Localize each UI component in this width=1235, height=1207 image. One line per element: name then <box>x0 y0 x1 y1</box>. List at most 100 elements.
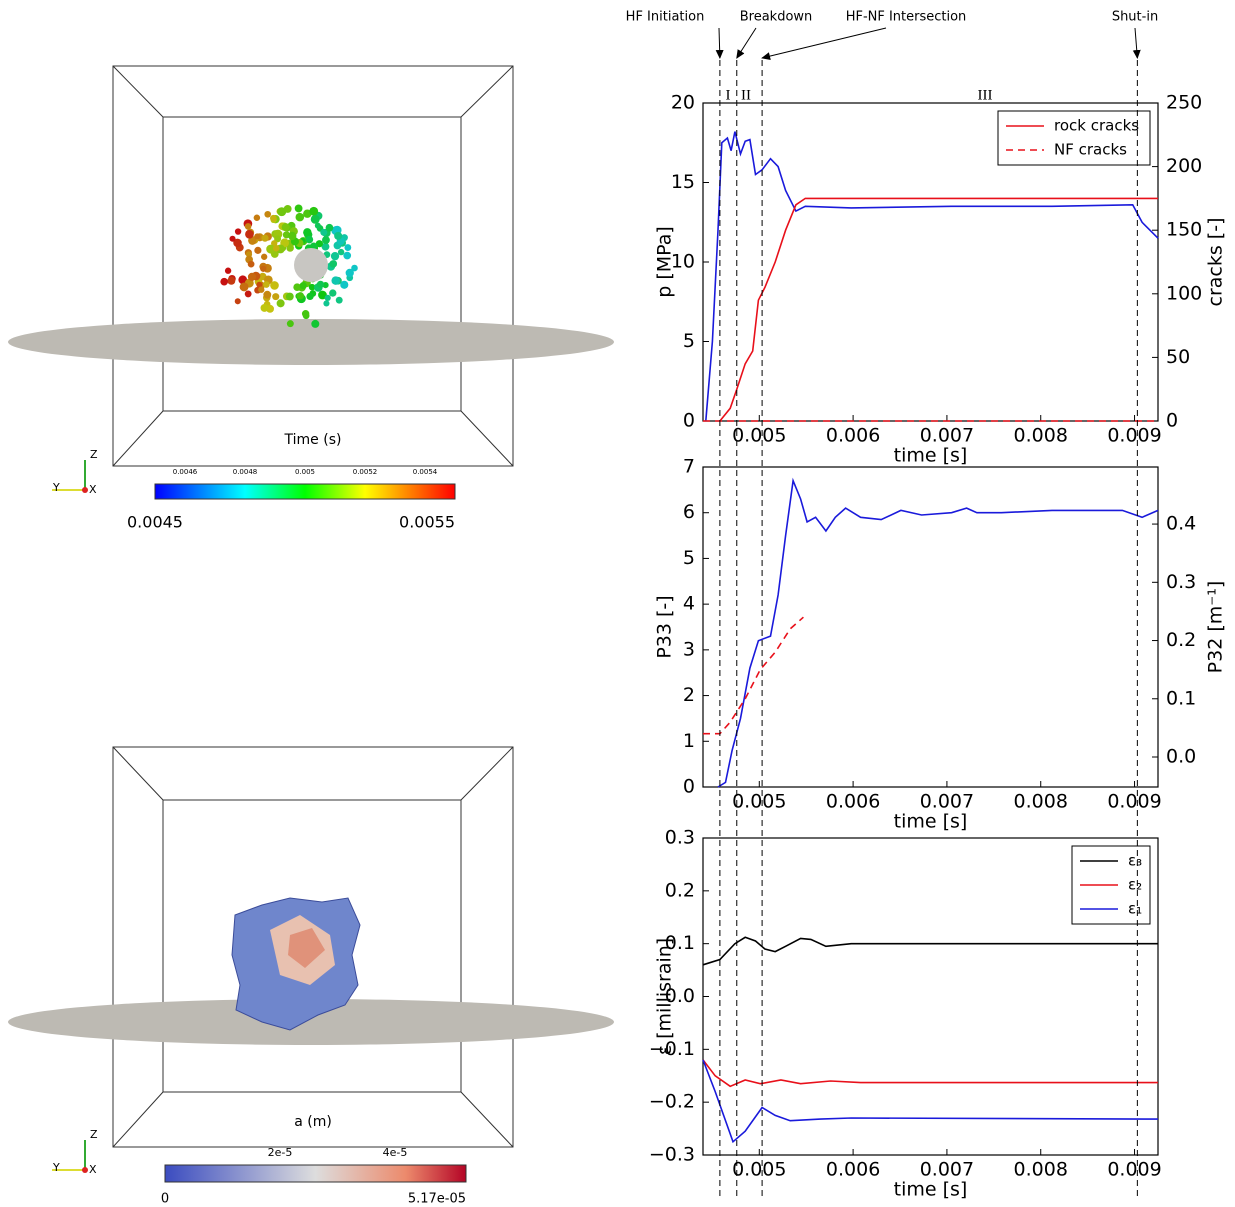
series-line <box>719 197 1158 422</box>
crack-dot <box>229 235 236 242</box>
crack-dot <box>264 210 272 218</box>
crack-dot <box>331 276 340 285</box>
series-line <box>702 1059 1159 1144</box>
crack-dot <box>234 298 241 305</box>
crack-dot <box>248 236 257 245</box>
render-1: Time (s) 0.0045 0.0055 0.0046 0.0048 0.0… <box>8 65 614 532</box>
legend-label: ε₂ <box>1128 876 1142 894</box>
crack-dot <box>244 290 252 298</box>
axis-label: Z <box>90 448 98 461</box>
y-axis-label: ε [millisrain] <box>654 938 676 1055</box>
legend-label: rock cracks <box>1054 117 1139 135</box>
event-label: Shut-in <box>1112 10 1158 25</box>
crack-dot <box>283 204 292 213</box>
axis-label: Y <box>52 1161 60 1174</box>
crack-dot <box>254 246 262 254</box>
crack-dot <box>272 244 280 252</box>
crack-dot <box>245 251 253 258</box>
crack-dot <box>245 229 254 239</box>
crack-dot <box>288 231 297 241</box>
crack-dot <box>256 281 263 288</box>
series-line <box>717 477 1159 788</box>
y-tick-label: 0.1 <box>665 932 695 954</box>
crack-dot <box>316 280 325 288</box>
crack-dot <box>310 214 320 224</box>
x-tick-label: 0.008 <box>1014 1159 1068 1181</box>
y-tick-label: 5 <box>683 330 695 352</box>
crack-dot <box>324 294 331 302</box>
axes-triad: Z Y X <box>52 448 98 496</box>
phase-label: II <box>741 87 751 103</box>
y-tick-label: −0.3 <box>649 1144 695 1166</box>
crack-dot <box>330 252 340 261</box>
crack-dot <box>227 276 236 285</box>
series-line <box>705 131 1159 422</box>
y-tick-label: 20 <box>671 92 695 114</box>
crack-dot <box>270 214 277 222</box>
fracture-core <box>288 928 325 968</box>
colorbar-tick: 0.0048 <box>233 468 258 476</box>
crack-dot <box>263 290 272 299</box>
y-tick-label: 4 <box>683 593 695 615</box>
crack-dot <box>305 235 314 244</box>
render-title: a (m) <box>294 1114 332 1130</box>
crack-dot <box>260 265 267 272</box>
y2-tick-label: 0.4 <box>1166 513 1196 535</box>
x-tick-label: 0.006 <box>826 1159 880 1181</box>
phase-label: III <box>978 87 993 103</box>
crack-dot <box>321 242 330 251</box>
crack-dot <box>329 289 337 297</box>
axis-label: X <box>89 483 97 496</box>
x-axis-label: time [s] <box>894 1179 968 1201</box>
crack-dot <box>314 222 321 229</box>
crack-dot <box>301 310 310 318</box>
y-tick-label: 0.2 <box>665 879 695 901</box>
x-tick-label: 0.009 <box>1107 1159 1161 1181</box>
y-tick-label: 7 <box>683 456 695 478</box>
colorbar-tick: 2e-5 <box>268 1146 293 1159</box>
colorbar-tick: 0.005 <box>295 468 315 476</box>
y-tick-label: 6 <box>683 501 695 523</box>
crack-dot <box>263 281 270 288</box>
phase-label: I <box>726 87 731 103</box>
colorbar-tick: 0.0054 <box>413 468 438 476</box>
crack-dot <box>296 292 305 300</box>
event-arrow <box>736 27 757 59</box>
render-title: Time (s) <box>284 432 342 448</box>
y2-tick-label: 0.1 <box>1166 687 1196 709</box>
event-arrow <box>1132 27 1141 59</box>
x-tick-label: 0.006 <box>826 425 880 447</box>
crack-dot <box>276 299 285 308</box>
crack-dot <box>220 277 229 286</box>
crack-dot <box>345 268 354 278</box>
crack-dot <box>295 212 305 222</box>
colorbar <box>154 483 456 500</box>
series-line <box>703 616 804 735</box>
y2-tick-label: 50 <box>1166 346 1190 368</box>
crack-dot <box>337 248 345 256</box>
crack-dot <box>325 223 334 232</box>
plot-frame <box>702 466 1159 788</box>
x-tick-label: 0.007 <box>920 1159 974 1181</box>
colorbar-tick: 0.0046 <box>173 468 198 476</box>
legend-box <box>997 110 1151 166</box>
crack-dot <box>309 206 319 216</box>
legend-label: ε₁ <box>1128 900 1142 918</box>
legend-label: ε₃ <box>1128 852 1142 870</box>
y2-tick-label: 150 <box>1166 219 1202 241</box>
x-tick-label: 0.007 <box>920 791 974 813</box>
borehole <box>294 248 328 282</box>
colorbar-min: 0 <box>161 1192 169 1207</box>
y-tick-label: 10 <box>671 251 695 273</box>
crack-dot <box>329 260 338 268</box>
event-arrow <box>715 27 724 59</box>
crack-dot <box>247 272 257 282</box>
y2-tick-label: 100 <box>1166 282 1202 304</box>
event-label: Breakdown <box>740 10 813 25</box>
x-tick-label: 0.008 <box>1014 791 1068 813</box>
crack-dot <box>343 251 352 260</box>
x-tick-label: 0.005 <box>732 1159 786 1181</box>
crack-dot <box>351 264 358 272</box>
crack-dot <box>260 303 269 312</box>
